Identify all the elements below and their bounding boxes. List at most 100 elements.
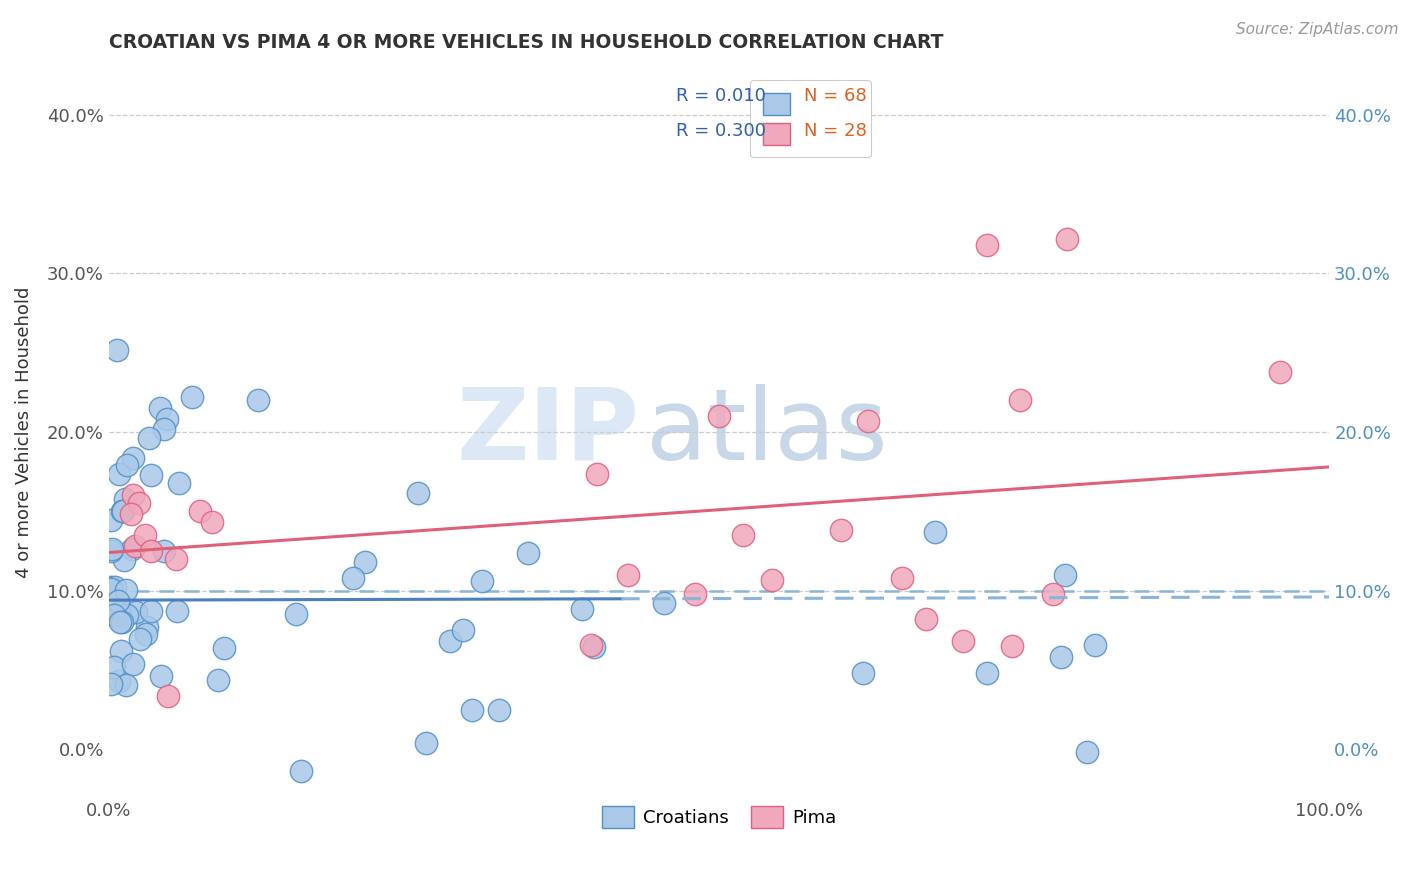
Point <box>856 414 879 428</box>
Point <box>586 467 609 481</box>
Point <box>1084 638 1107 652</box>
Point <box>149 401 172 416</box>
Point <box>1001 639 1024 653</box>
Point <box>201 516 224 530</box>
Point <box>212 641 235 656</box>
Point <box>652 595 675 609</box>
Point <box>166 604 188 618</box>
Point <box>1042 587 1064 601</box>
Point <box>111 503 134 517</box>
Point <box>100 677 122 691</box>
Point <box>157 690 180 704</box>
Point <box>733 528 755 542</box>
Point <box>1010 393 1032 408</box>
Point <box>136 620 159 634</box>
Point <box>121 450 143 465</box>
Point <box>115 678 138 692</box>
Point <box>1270 365 1292 379</box>
Text: N = 68: N = 68 <box>804 87 868 105</box>
Point <box>112 553 135 567</box>
Point <box>122 488 145 502</box>
Point <box>139 604 162 618</box>
Point <box>100 580 122 594</box>
Point <box>165 552 187 566</box>
Point <box>108 605 131 619</box>
Point <box>138 431 160 445</box>
Point <box>439 634 461 648</box>
Point <box>153 544 176 558</box>
Point <box>141 544 163 558</box>
Text: ZIP: ZIP <box>457 384 640 481</box>
Point <box>579 639 602 653</box>
Text: CROATIAN VS PIMA 4 OR MORE VEHICLES IN HOUSEHOLD CORRELATION CHART: CROATIAN VS PIMA 4 OR MORE VEHICLES IN H… <box>108 33 943 52</box>
Point <box>488 702 510 716</box>
Point <box>1076 745 1098 759</box>
Point <box>285 607 308 621</box>
Point <box>761 573 783 587</box>
Point <box>115 583 138 598</box>
Point <box>952 634 974 648</box>
Point <box>169 475 191 490</box>
Point <box>103 660 125 674</box>
Point <box>115 458 138 472</box>
Point <box>128 496 150 510</box>
Text: atlas: atlas <box>645 384 887 481</box>
Text: N = 28: N = 28 <box>804 122 868 140</box>
Point <box>150 669 173 683</box>
Point <box>415 736 437 750</box>
Point <box>891 571 914 585</box>
Point <box>121 657 143 671</box>
Point <box>111 615 134 629</box>
Point <box>290 764 312 779</box>
Point <box>115 608 138 623</box>
Point <box>110 644 132 658</box>
Point <box>108 615 131 630</box>
Point <box>451 624 474 638</box>
Point <box>616 568 638 582</box>
Point <box>571 601 593 615</box>
Point <box>471 574 494 588</box>
Point <box>915 612 938 626</box>
Point <box>101 541 124 556</box>
Point <box>103 607 125 622</box>
Point <box>112 504 135 518</box>
Legend: Croatians, Pima: Croatians, Pima <box>595 798 844 835</box>
Point <box>105 343 128 357</box>
Point <box>246 393 269 408</box>
Point <box>1056 231 1078 245</box>
Point <box>517 546 540 560</box>
Point <box>188 504 211 518</box>
Point <box>207 673 229 687</box>
Point <box>125 606 148 620</box>
Point <box>354 555 377 569</box>
Point <box>100 582 122 596</box>
Point <box>707 409 730 424</box>
Text: R = 0.010: R = 0.010 <box>676 87 766 105</box>
Point <box>156 412 179 426</box>
Point <box>976 666 998 681</box>
Y-axis label: 4 or more Vehicles in Household: 4 or more Vehicles in Household <box>15 286 32 578</box>
Point <box>121 542 143 557</box>
Point <box>1049 650 1071 665</box>
Text: R = 0.300: R = 0.300 <box>676 122 766 140</box>
Point <box>139 467 162 482</box>
Point <box>830 524 852 538</box>
Point <box>107 467 129 481</box>
Point <box>583 640 606 655</box>
Point <box>976 238 998 252</box>
Point <box>107 593 129 607</box>
Point <box>100 543 122 558</box>
Point <box>342 571 364 585</box>
Point <box>852 665 875 680</box>
Point <box>134 528 156 542</box>
Point <box>461 703 484 717</box>
Point <box>180 390 202 404</box>
Point <box>114 491 136 506</box>
Point <box>124 539 146 553</box>
Text: Source: ZipAtlas.com: Source: ZipAtlas.com <box>1236 22 1399 37</box>
Point <box>135 626 157 640</box>
Point <box>1054 567 1077 582</box>
Point <box>103 581 125 595</box>
Point <box>152 422 174 436</box>
Point <box>129 632 152 647</box>
